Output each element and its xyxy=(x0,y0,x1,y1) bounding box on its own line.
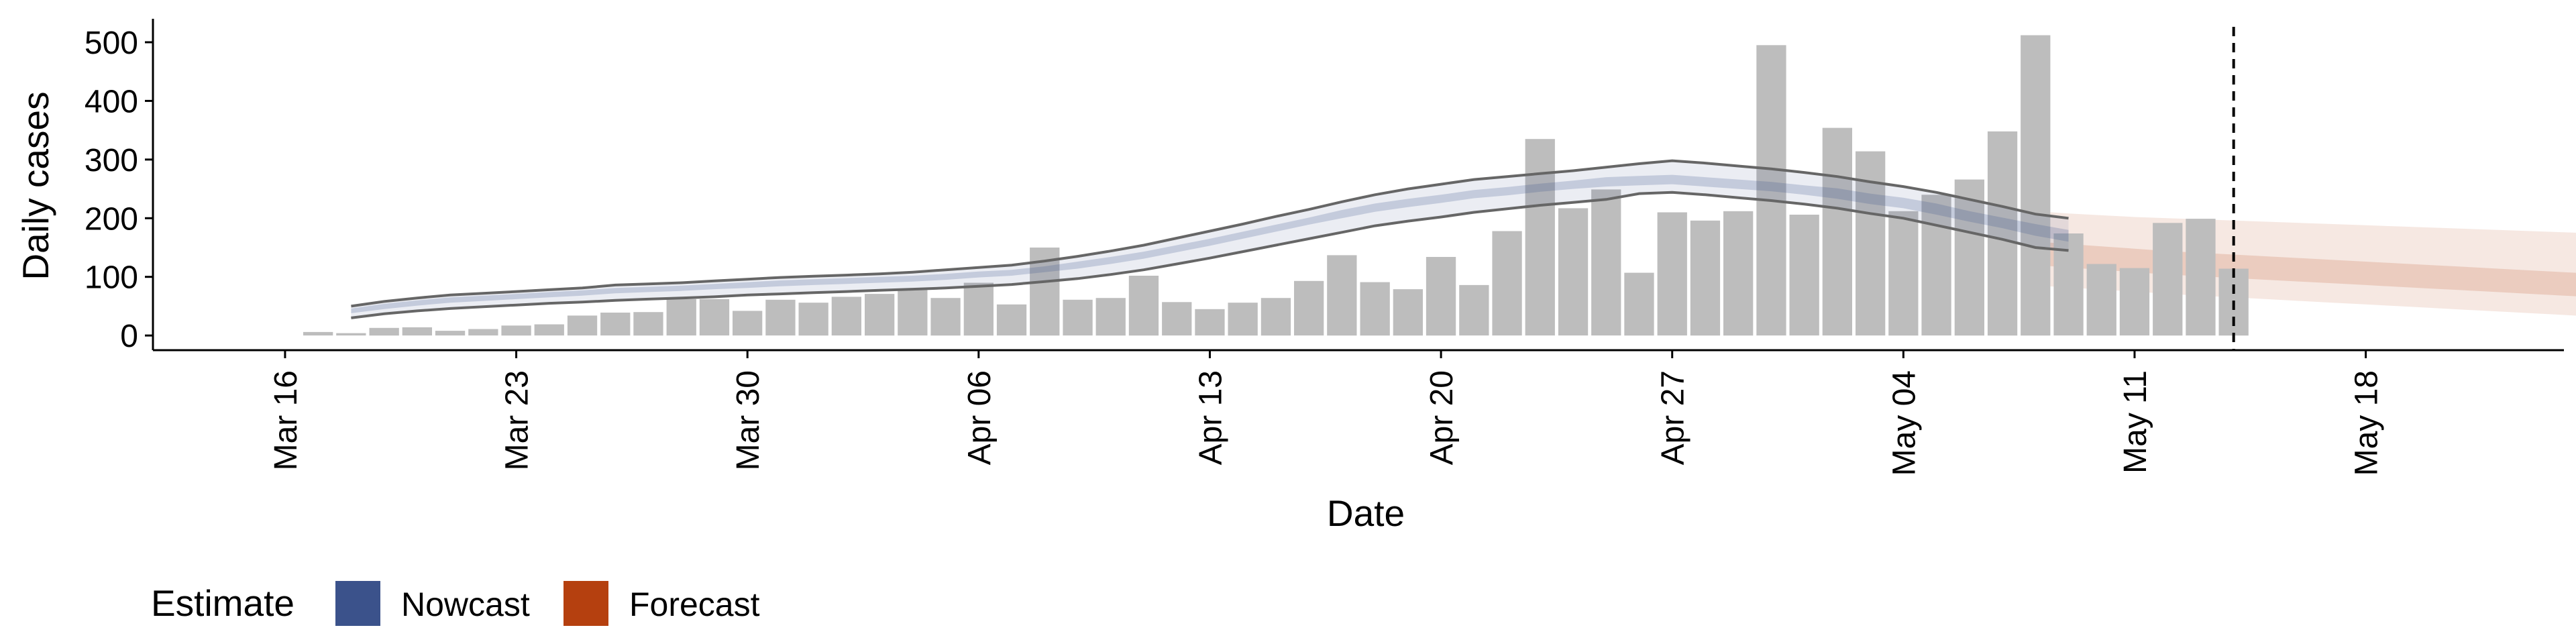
bar xyxy=(633,312,663,336)
x-tick-label: Apr 13 xyxy=(1193,370,1228,465)
nowcast-upper-line xyxy=(351,159,2069,308)
bar xyxy=(468,329,498,336)
y-tick-label: 0 xyxy=(120,319,138,354)
bar xyxy=(303,331,333,336)
daily-case-bars xyxy=(303,35,2249,336)
bar xyxy=(369,327,399,336)
y-tick-label: 300 xyxy=(85,143,138,178)
bar xyxy=(1162,302,1192,336)
bar xyxy=(1756,45,1786,336)
y-tick-label: 200 xyxy=(85,201,138,237)
bar xyxy=(798,303,828,336)
y-tick-label: 400 xyxy=(85,84,138,119)
x-axis-title: Date xyxy=(1327,492,1405,534)
bar xyxy=(2119,268,2150,336)
legend-swatch-forecast xyxy=(564,581,608,626)
bar xyxy=(1195,309,1225,336)
bar xyxy=(501,325,531,336)
legend-title: Estimate xyxy=(151,582,294,624)
bar xyxy=(1591,189,1621,336)
bar xyxy=(2086,264,2116,336)
bar xyxy=(930,298,961,336)
bar xyxy=(1888,211,1919,336)
bar xyxy=(1294,280,1324,336)
legend-swatch-nowcast xyxy=(335,581,380,626)
bar xyxy=(2021,35,2051,336)
bar xyxy=(666,299,696,336)
bar xyxy=(1921,195,1951,336)
y-tick-label: 100 xyxy=(85,260,138,296)
bar xyxy=(831,297,861,336)
bar xyxy=(1723,211,1754,336)
y-axis-title: Daily cases xyxy=(15,91,56,280)
y-tick-label: 500 xyxy=(85,25,138,61)
x-tick-label: Apr 20 xyxy=(1424,370,1460,465)
bar xyxy=(1822,127,1852,336)
x-tick-label: May 04 xyxy=(1886,370,1922,476)
bar xyxy=(1987,131,2018,336)
bar xyxy=(1095,298,1126,336)
nowcast-lower-line xyxy=(351,191,2069,319)
bar xyxy=(765,299,796,336)
bar xyxy=(600,313,631,336)
bar xyxy=(1426,257,1456,336)
x-tick-label: Apr 06 xyxy=(962,370,998,465)
bar xyxy=(534,324,564,336)
bar xyxy=(567,315,598,336)
x-tick-label: May 18 xyxy=(2349,370,2385,476)
bar xyxy=(1657,212,1687,336)
bar xyxy=(1360,282,1390,336)
x-axis-ticks: Mar 16 Mar 23 Mar 30 Apr 06 Apr 13 Apr 20 Apr … xyxy=(268,350,2385,476)
x-tick-label: Mar 23 xyxy=(500,370,535,470)
y-axis-ticks: 0 100 200 300 400 500 xyxy=(85,25,153,354)
bar xyxy=(1128,276,1159,336)
bar xyxy=(402,327,432,336)
x-tick-label: Mar 30 xyxy=(731,370,766,470)
bar xyxy=(898,289,928,336)
bar xyxy=(435,331,466,336)
interval-lines xyxy=(351,159,2069,319)
legend: Estimate Nowcast Forecast xyxy=(151,581,760,626)
nowcast-inner-band xyxy=(351,174,2069,313)
legend-label-forecast: Forecast xyxy=(629,586,760,623)
bar xyxy=(963,282,994,336)
bar xyxy=(865,294,895,336)
bar xyxy=(699,299,730,336)
x-tick-label: Mar 16 xyxy=(268,370,304,470)
bar xyxy=(1492,231,1522,336)
bar xyxy=(1393,289,1423,336)
bar xyxy=(1690,220,1721,336)
bar xyxy=(1063,299,1093,336)
bar xyxy=(336,333,366,336)
bar xyxy=(2153,223,2183,336)
bar xyxy=(2186,219,2216,336)
bar xyxy=(733,311,763,336)
bar xyxy=(1525,139,1555,336)
bar xyxy=(1327,255,1357,336)
bar xyxy=(1954,179,1984,336)
x-tick-label: May 11 xyxy=(2118,370,2153,474)
bar xyxy=(1228,303,1258,336)
bar xyxy=(996,304,1027,336)
bar xyxy=(1789,215,1819,336)
x-tick-label: Apr 27 xyxy=(1656,370,1691,465)
bar xyxy=(1459,284,1489,336)
bar xyxy=(1260,298,1291,336)
estimate-bands xyxy=(2035,211,2576,316)
legend-label-nowcast: Nowcast xyxy=(401,586,530,623)
bar xyxy=(1624,272,1654,336)
bar xyxy=(1558,208,1589,336)
